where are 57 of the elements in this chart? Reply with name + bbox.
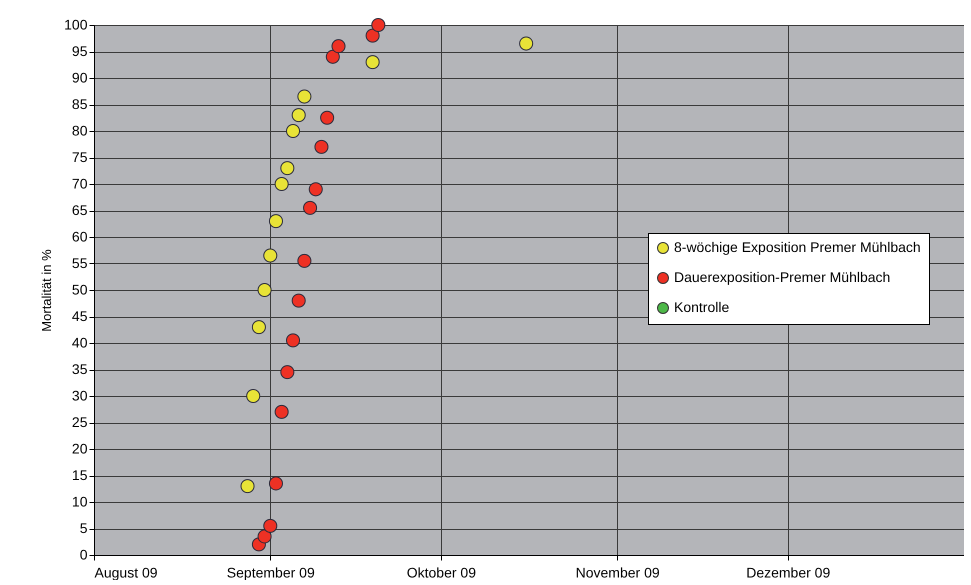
point xyxy=(286,333,300,348)
point xyxy=(258,282,272,298)
x-tick-label: Dezember 09 xyxy=(746,564,830,580)
point xyxy=(320,110,334,125)
y-tick-label: 55 xyxy=(72,255,88,271)
y-tick-label: 65 xyxy=(72,202,88,218)
y-tick-label: 95 xyxy=(72,43,88,59)
point xyxy=(314,140,328,154)
point xyxy=(263,518,278,533)
point xyxy=(268,214,283,228)
point xyxy=(366,28,380,43)
y-tick-label: 100 xyxy=(64,16,88,32)
y-tick-label: 40 xyxy=(72,334,88,350)
point xyxy=(274,404,289,419)
y-tick-label: 50 xyxy=(72,282,88,298)
point xyxy=(297,254,312,268)
y-tick-label: 90 xyxy=(72,70,88,86)
y-tick-label: 70 xyxy=(72,176,88,192)
x-tick-label: November 09 xyxy=(576,564,660,580)
y-axis-title: Mortalität in % xyxy=(39,248,54,332)
point xyxy=(252,320,266,334)
y-tick-label: 20 xyxy=(72,440,88,456)
point xyxy=(286,124,300,138)
y-tick-label: 0 xyxy=(80,546,88,562)
point xyxy=(519,36,534,51)
point xyxy=(308,182,323,196)
x-tick-label: Oktober 09 xyxy=(406,564,476,580)
y-tick-label: 30 xyxy=(72,388,88,404)
point xyxy=(268,476,283,490)
y-tick-label: 75 xyxy=(72,149,88,165)
point xyxy=(303,200,318,215)
point xyxy=(280,365,294,380)
y-tick-label: 45 xyxy=(72,308,88,324)
point xyxy=(258,529,272,544)
y-tick-label: 25 xyxy=(72,414,88,430)
y-tick-label: 15 xyxy=(72,467,88,483)
y-tick-label: 5 xyxy=(80,520,88,536)
point xyxy=(240,479,255,494)
point xyxy=(331,39,346,54)
y-tick-label: 60 xyxy=(72,228,88,244)
point xyxy=(326,50,340,64)
legend-label: Kontrolle xyxy=(674,299,730,315)
point xyxy=(263,248,278,263)
y-tick-label: 85 xyxy=(72,96,88,112)
point xyxy=(280,161,294,176)
legend-label: Dauerexposition-Premer Mühlbach xyxy=(674,269,890,285)
y-tick-label: 10 xyxy=(72,494,88,510)
y-tick-label: 35 xyxy=(72,361,88,377)
point xyxy=(246,388,260,404)
point xyxy=(366,55,380,70)
point xyxy=(274,176,289,192)
point xyxy=(297,90,312,104)
legend-label: 8-wöchige Exposition Premer Mühlbach xyxy=(674,239,921,255)
y-tick-label: 80 xyxy=(72,122,88,138)
point xyxy=(292,108,306,122)
point xyxy=(371,18,386,32)
point xyxy=(292,294,306,308)
